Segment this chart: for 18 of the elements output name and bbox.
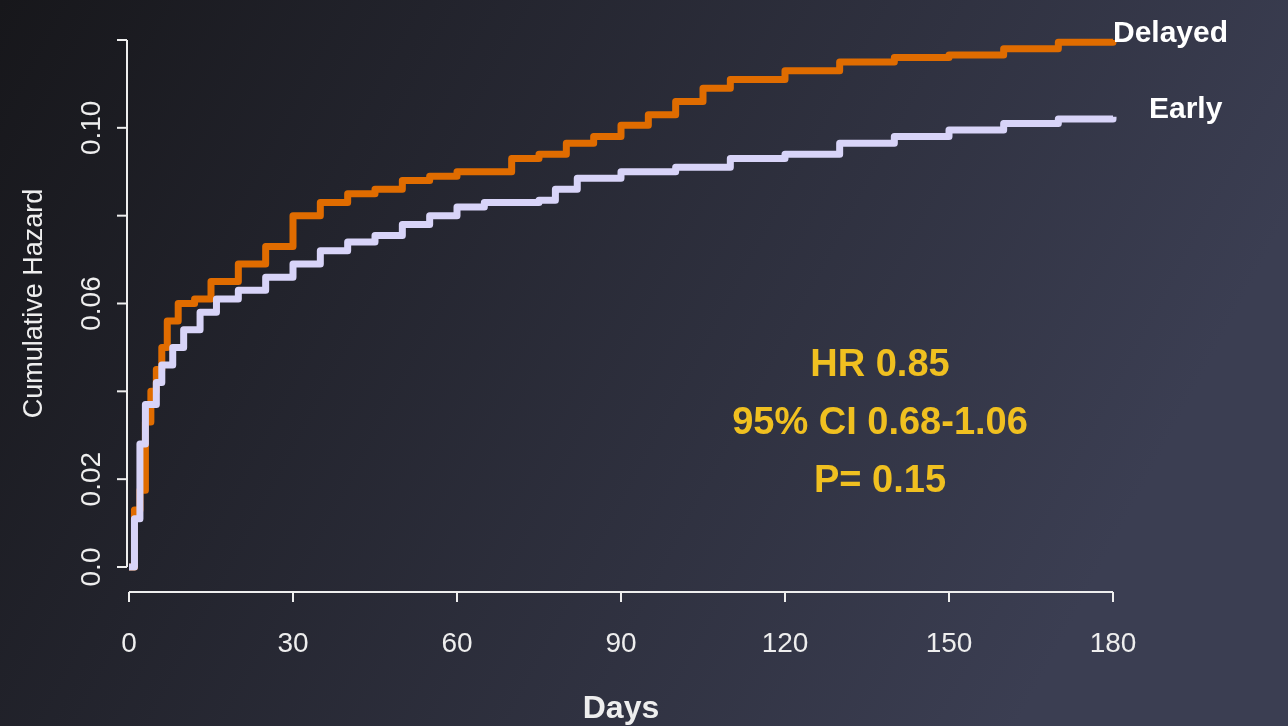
- x-tick-label: 120: [761, 627, 809, 658]
- x-tick-label: 30: [277, 627, 309, 658]
- annotation: 95% CI 0.68-1.06: [732, 400, 1028, 442]
- x-axis-title: Days: [582, 689, 660, 725]
- y-axis-title: Cumulative Hazard: [18, 188, 48, 419]
- y-tick-label: 0.10: [75, 100, 106, 156]
- x-tick-label: 0: [121, 627, 137, 658]
- y-tick-label: 0.0: [75, 547, 106, 587]
- annotation: HR 0.85: [810, 342, 950, 384]
- y-tick-label: 0.06: [75, 276, 106, 331]
- x-tick-label: 180: [1089, 627, 1137, 658]
- x-tick-label: 90: [605, 627, 637, 658]
- y-tick-label: 0.02: [75, 451, 106, 507]
- x-tick-label: 150: [925, 627, 973, 658]
- annotation: P= 0.15: [813, 458, 947, 500]
- series-label: Early: [1149, 91, 1223, 125]
- series-label: Delayed: [1113, 14, 1229, 48]
- x-tick-label: 60: [441, 627, 473, 658]
